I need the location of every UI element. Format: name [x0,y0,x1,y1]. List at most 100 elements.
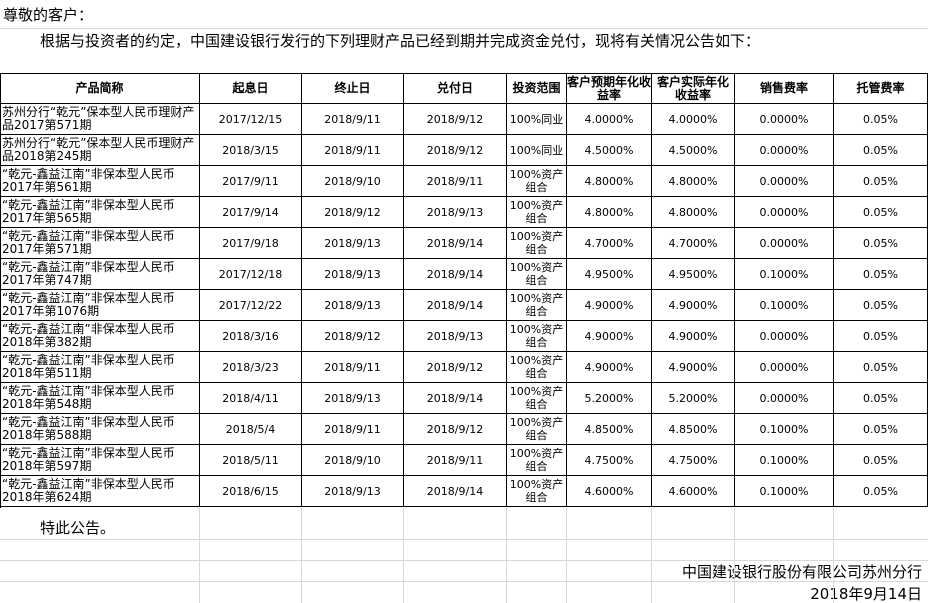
product-name: “乾元-鑫益江南”非保本型人民币2018年第511期 [0,352,200,383]
cell: 100%资产组合 [507,290,567,321]
cell: 0.1000% [735,476,834,507]
cell: 2018/5/11 [200,445,302,476]
product-name: “乾元-鑫益江南”非保本型人民币2018年第588期 [0,414,200,445]
cell: 2017/12/15 [200,104,302,135]
cell: 2018/9/12 [404,135,507,166]
date: 2018年9月14日 [810,585,922,603]
cell: 100%同业 [507,135,567,166]
cell: 2018/9/12 [404,414,507,445]
cell: 2018/9/12 [302,321,404,352]
product-name: “乾元-鑫益江南”非保本型人民币2018年第597期 [0,445,200,476]
cell: 4.9000% [652,290,735,321]
cell: 4.9000% [652,352,735,383]
cell: 4.7500% [652,445,735,476]
cell: 4.9500% [567,259,652,290]
cell: 100%资产组合 [507,197,567,228]
cell: 2018/9/14 [404,228,507,259]
cell: 0.1000% [735,259,834,290]
cell: 2017/12/22 [200,290,302,321]
cell: 2018/9/12 [404,352,507,383]
product-name: “乾元-鑫益江南”非保本型人民币2017年第1076期 [0,290,200,321]
cell: 2018/9/11 [302,135,404,166]
table-frame [0,73,928,508]
grid-line [199,508,200,603]
product-name: “乾元-鑫益江南”非保本型人民币2018年第382期 [0,321,200,352]
cell: 100%资产组合 [507,445,567,476]
cell: 2018/5/4 [200,414,302,445]
cell: 4.8500% [652,414,735,445]
cell: 4.8000% [567,197,652,228]
cell: 0.05% [834,445,928,476]
product-name: 苏州分行“乾元”保本型人民币理财产品2017第571期 [0,104,200,135]
cell: 2018/9/13 [302,476,404,507]
cell: 4.9000% [652,321,735,352]
cell: 2017/9/18 [200,228,302,259]
cell: 2018/9/10 [302,166,404,197]
product-name: “乾元-鑫益江南”非保本型人民币2017年第747期 [0,259,200,290]
cell: 2018/9/14 [404,476,507,507]
cell: 0.0000% [735,135,834,166]
cell: 0.05% [834,228,928,259]
cell: 100%资产组合 [507,259,567,290]
cell: 0.05% [834,197,928,228]
cell: 100%资产组合 [507,383,567,414]
header-cell: 投资范围 [507,74,567,104]
cell: 2018/6/15 [200,476,302,507]
cell: 100%资产组合 [507,166,567,197]
cell: 0.0000% [735,321,834,352]
header-cell: 产品简称 [0,74,200,104]
cell: 2018/3/15 [200,135,302,166]
cell: 2018/9/14 [404,259,507,290]
cell: 2018/9/14 [404,290,507,321]
grid-line [301,508,302,603]
cell: 0.1000% [735,445,834,476]
cell: 4.0000% [567,104,652,135]
header-cell: 终止日 [302,74,404,104]
cell: 0.0000% [735,166,834,197]
cell: 4.8000% [567,166,652,197]
cell: 2018/9/11 [302,104,404,135]
product-name: “乾元-鑫益江南”非保本型人民币2017年第561期 [0,166,200,197]
cell: 2017/12/18 [200,259,302,290]
cell: 4.9000% [567,290,652,321]
cell: 0.05% [834,259,928,290]
cell: 2018/3/16 [200,321,302,352]
grid-line [566,508,567,603]
product-name: “乾元-鑫益江南”非保本型人民币2017年第565期 [0,197,200,228]
cell: 2018/9/11 [404,166,507,197]
cell: 2018/4/11 [200,383,302,414]
cell: 4.6000% [567,476,652,507]
cell: 4.6000% [652,476,735,507]
header-cell: 客户预期年化收益率 [567,74,652,104]
cell: 0.0000% [735,197,834,228]
grid-line [833,508,834,603]
cell: 0.0000% [735,228,834,259]
cell: 2018/9/14 [404,383,507,414]
cell: 4.8500% [567,414,652,445]
cell: 0.05% [834,383,928,414]
cell: 0.0000% [735,383,834,414]
cell: 2018/9/10 [302,445,404,476]
cell: 2018/9/12 [302,197,404,228]
cell: 4.7000% [652,228,735,259]
cell: 0.05% [834,476,928,507]
cell: 4.8000% [652,166,735,197]
greeting: 尊敬的客户： [3,6,94,24]
cell: 2018/9/12 [404,104,507,135]
cell: 0.05% [834,104,928,135]
product-name: “乾元-鑫益江南”非保本型人民币2017年第571期 [0,228,200,259]
cell: 0.1000% [735,414,834,445]
cell: 100%同业 [507,104,567,135]
grid-line [651,508,652,603]
cell: 2018/9/13 [404,321,507,352]
cell: 0.0000% [735,104,834,135]
cell: 0.05% [834,414,928,445]
header-cell: 兑付日 [404,74,507,104]
cell: 4.8000% [652,197,735,228]
cell: 100%资产组合 [507,414,567,445]
grid-line [734,508,735,603]
cell: 4.0000% [652,104,735,135]
cell: 0.05% [834,166,928,197]
header-cell: 销售费率 [735,74,834,104]
